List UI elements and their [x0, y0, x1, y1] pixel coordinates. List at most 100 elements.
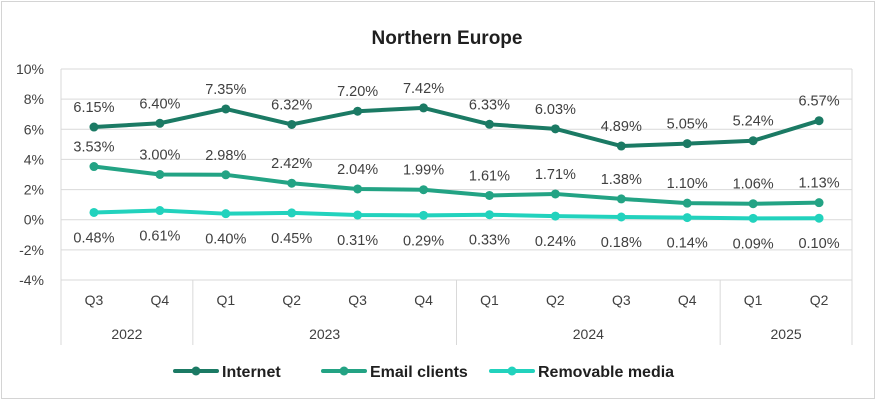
data-label-removable-media: 0.29%: [403, 233, 444, 249]
data-label-email-clients: 1.06%: [733, 177, 774, 193]
y-tick-label: 0%: [24, 212, 44, 228]
data-label-internet: 6.33%: [469, 97, 510, 113]
y-tick-label: 6%: [24, 121, 44, 137]
legend-marker-email-clients: [339, 366, 349, 376]
data-point-removable-media: [814, 213, 824, 223]
year-label: 2025: [771, 326, 802, 342]
series-line-removable-media: [91, 208, 822, 221]
data-label-email-clients: 2.98%: [205, 148, 246, 164]
data-point-removable-media: [748, 213, 758, 223]
data-label-email-clients: 2.42%: [271, 156, 312, 172]
data-point-email-clients: [419, 185, 429, 195]
y-tick-label: 10%: [16, 61, 44, 77]
data-label-email-clients: 3.53%: [73, 140, 114, 156]
data-point-email-clients: [484, 190, 494, 200]
data-point-removable-media: [353, 210, 363, 220]
data-point-removable-media: [287, 208, 297, 218]
year-label: 2023: [309, 326, 340, 342]
data-label-internet: 6.32%: [271, 97, 312, 113]
x-tick-label: Q1: [744, 292, 763, 308]
y-tick-label: -2%: [19, 242, 44, 258]
data-point-internet: [353, 106, 363, 116]
x-tick-label: Q3: [85, 292, 104, 308]
data-label-internet: 7.35%: [205, 82, 246, 98]
data-point-internet: [748, 136, 758, 146]
legend-marker-internet: [191, 366, 201, 376]
data-label-removable-media: 0.31%: [337, 233, 378, 249]
data-label-internet: 6.57%: [798, 94, 839, 110]
data-point-email-clients: [550, 189, 560, 199]
data-point-internet: [89, 122, 99, 132]
data-label-email-clients: 1.10%: [667, 176, 708, 192]
legend-marker-removable-media: [507, 366, 517, 376]
legend-label-internet: Internet: [222, 364, 281, 381]
data-point-removable-media: [616, 212, 626, 222]
x-tick-label: Q3: [348, 292, 367, 308]
data-label-removable-media: 0.33%: [469, 233, 510, 249]
data-point-internet: [682, 139, 692, 149]
data-label-email-clients: 1.38%: [601, 172, 642, 188]
x-tick-label: Q2: [546, 292, 565, 308]
x-tick-label: Q2: [282, 292, 301, 308]
data-label-email-clients: 2.04%: [337, 162, 378, 178]
data-label-internet: 5.24%: [733, 114, 774, 130]
data-point-internet: [616, 141, 626, 151]
axes: Q3 Q4 Q1 Q2 Q3 Q4 Q1 Q2 Q3 Q4 Q1 Q2 2022 2023 2024 2025: [60, 69, 853, 345]
data-point-email-clients: [155, 170, 165, 179]
data-label-internet: 6.15%: [73, 100, 114, 116]
y-tick-label: 4%: [24, 151, 44, 167]
data-label-internet: 6.03%: [535, 102, 576, 118]
data-point-internet: [550, 124, 560, 134]
data-point-removable-media: [682, 213, 692, 223]
data-label-removable-media: 0.61%: [139, 229, 180, 245]
series-group: [89, 103, 824, 223]
year-label: 2024: [573, 326, 604, 342]
data-point-email-clients: [353, 184, 363, 194]
data-point-email-clients: [814, 198, 824, 208]
x-tick-label: Q4: [678, 292, 697, 308]
x-tick-label: Q4: [151, 292, 170, 308]
data-point-internet: [155, 118, 165, 128]
data-label-email-clients: 3.00%: [139, 148, 180, 164]
x-tick-label: Q1: [480, 292, 499, 308]
data-point-removable-media: [221, 209, 231, 219]
data-labels: 6.15% 6.40% 7.35% 6.32% 7.20% 7.42% 6.33% 6.03%…: [73, 81, 839, 252]
y-tick-label: 8%: [24, 91, 44, 107]
data-label-removable-media: 0.48%: [73, 230, 114, 246]
data-label-removable-media: 0.09%: [733, 236, 774, 252]
data-point-email-clients: [748, 199, 758, 209]
data-label-removable-media: 0.45%: [271, 231, 312, 247]
data-label-internet: 6.40%: [139, 96, 180, 112]
data-label-internet: 7.20%: [337, 84, 378, 100]
series-line-internet: [91, 105, 822, 149]
data-label-removable-media: 0.10%: [798, 236, 839, 252]
data-point-email-clients: [221, 170, 231, 180]
data-point-internet: [221, 104, 231, 114]
y-tick-label: -4%: [19, 272, 44, 288]
data-label-internet: 5.05%: [667, 117, 708, 133]
data-point-internet: [814, 116, 824, 126]
data-label-removable-media: 0.40%: [205, 232, 246, 248]
data-point-internet: [287, 119, 297, 129]
data-point-removable-media: [550, 211, 560, 221]
data-point-removable-media: [484, 210, 494, 220]
legend-label-removable-media: Removable media: [538, 364, 674, 381]
data-label-removable-media: 0.24%: [535, 234, 576, 250]
data-point-removable-media: [419, 210, 429, 220]
data-point-internet: [484, 119, 494, 129]
legend: Internet Email clients Removable media: [173, 364, 674, 381]
data-label-internet: 7.42%: [403, 81, 444, 97]
legend-label-email-clients: Email clients: [370, 364, 468, 381]
data-label-internet: 4.89%: [601, 119, 642, 135]
data-label-removable-media: 0.18%: [601, 235, 642, 251]
data-point-removable-media: [89, 207, 99, 217]
data-point-internet: [419, 103, 429, 113]
x-tick-label: Q1: [216, 292, 235, 308]
data-label-email-clients: 1.13%: [798, 176, 839, 192]
data-label-removable-media: 0.14%: [667, 236, 708, 252]
data-point-removable-media: [155, 206, 165, 216]
data-label-email-clients: 1.71%: [535, 167, 576, 183]
data-point-email-clients: [682, 198, 692, 208]
